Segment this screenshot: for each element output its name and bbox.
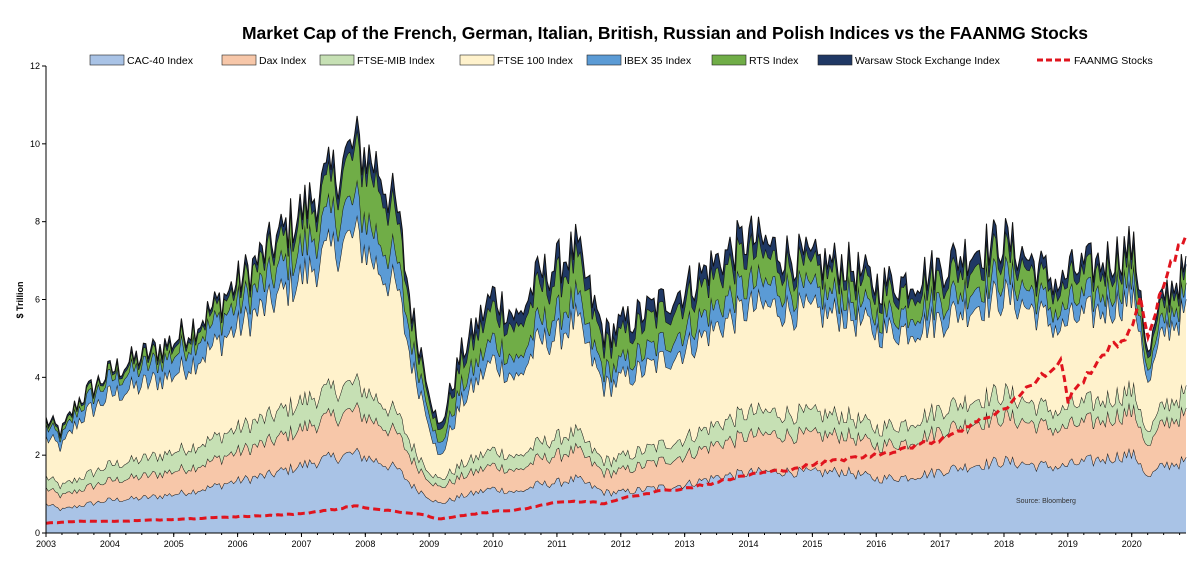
legend-label: FAANMG Stocks <box>1074 55 1153 67</box>
area-dax-index <box>46 402 1186 511</box>
legend-item-dax-index: Dax Index <box>221 54 307 67</box>
legend-label: CAC-40 Index <box>127 55 194 67</box>
legend-swatch <box>319 54 355 66</box>
x-tick-label: 2005 <box>164 539 184 549</box>
legend-swatch <box>711 54 747 66</box>
y-tick-label: 4 <box>35 372 40 382</box>
legend-label: RTS Index <box>749 55 799 67</box>
x-tick-label: 2008 <box>355 539 375 549</box>
area-ibex-35-index <box>46 179 1186 455</box>
legend-label: FTSE-MIB Index <box>357 55 435 67</box>
line-layers <box>45 234 1188 525</box>
y-tick-label: 12 <box>30 61 40 71</box>
x-tick-label: 2014 <box>739 539 759 549</box>
area-cac-40-index <box>46 447 1186 533</box>
legend-swatch <box>459 54 495 66</box>
y-axis-label: $ Trillion <box>15 281 25 318</box>
legend-item-warsaw-stock-exchange-index: Warsaw Stock Exchange Index <box>817 54 1001 67</box>
area-layers <box>45 115 1187 533</box>
x-tick-label: 2018 <box>994 539 1014 549</box>
legend-swatch <box>817 54 853 66</box>
x-tick-label: 2010 <box>483 539 503 549</box>
legend-swatch <box>586 54 622 66</box>
x-tick-label: 2009 <box>419 539 439 549</box>
line-faanmg-stocks <box>45 234 1188 525</box>
axes: 0 2 4 6 8 10 12 2003 2004 2005 2006 2007 2008 2009 201… <box>30 61 1186 549</box>
y-tick-label: 10 <box>30 139 40 149</box>
x-tick-label: 2003 <box>36 539 56 549</box>
x-tick-label: 2016 <box>866 539 886 549</box>
legend-item-ftse-100-index: FTSE 100 Index <box>459 54 574 67</box>
area-warsaw-stock-exchange-index <box>46 116 1186 439</box>
x-tick-label: 2013 <box>675 539 695 549</box>
x-tick-label: 2019 <box>1058 539 1078 549</box>
source-note: Source: Bloomberg <box>1016 498 1076 505</box>
legend-item-ibex-35-index: IBEX 35 Index <box>586 54 692 67</box>
area-ftse-100-index <box>46 214 1186 489</box>
x-tick-label: 2007 <box>291 539 311 549</box>
x-tick-label: 2011 <box>547 539 566 549</box>
chart-title: Market Cap of the French, German, Italia… <box>242 23 1088 43</box>
y-tick-label: 0 <box>35 528 40 538</box>
legend-label: FTSE 100 Index <box>497 55 574 67</box>
legend-item-faanmg-stocks: FAANMG Stocks <box>1037 55 1153 67</box>
y-tick-label: 6 <box>35 295 40 305</box>
x-tick-label: 2017 <box>930 539 950 549</box>
x-tick-label: 2015 <box>802 539 822 549</box>
legend-item-ftse-mib-index: FTSE-MIB Index <box>319 54 435 67</box>
legend-item-rts-index: RTS Index <box>711 54 799 67</box>
area-rts-index <box>46 128 1186 443</box>
legend-label: IBEX 35 Index <box>624 55 692 67</box>
legend-swatch <box>221 54 257 66</box>
x-tick-label: 2012 <box>611 539 631 549</box>
legend-label: Warsaw Stock Exchange Index <box>855 55 1001 67</box>
legend-label: Dax Index <box>259 55 307 67</box>
x-tick-label: 2006 <box>228 539 248 549</box>
x-tick-label: 2004 <box>100 539 120 549</box>
legend-swatch <box>89 54 125 66</box>
area-ftse-mib-index <box>46 372 1186 498</box>
area-edge-warsaw-stock-exchange-index <box>45 115 1187 437</box>
legend-item-cac-40-index: CAC-40 Index <box>89 54 194 67</box>
legend: CAC-40 Index Dax Index FTSE-MIB Index FTSE … <box>89 54 1153 67</box>
y-tick-label: 2 <box>35 450 40 460</box>
x-tick-label: 2020 <box>1122 539 1142 549</box>
y-tick-label: 8 <box>35 217 40 227</box>
